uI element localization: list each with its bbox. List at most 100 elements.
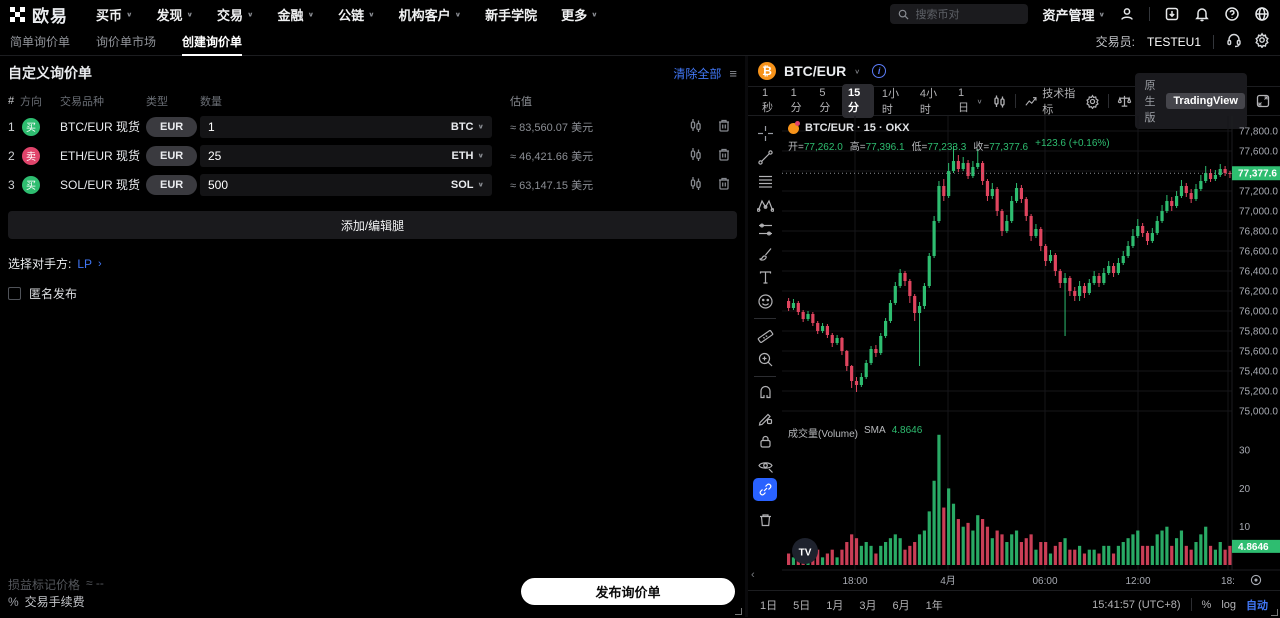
- nav-buy-crypto[interactable]: 买币 ∨: [96, 7, 133, 23]
- instrument-selector[interactable]: ETH/EUR 现货: [60, 149, 141, 163]
- hide-drawings-tool-icon[interactable]: [753, 454, 777, 477]
- nav-discover[interactable]: 发现 ∨: [156, 7, 194, 23]
- draw-mode-tool-icon[interactable]: [753, 406, 777, 429]
- chevron-right-icon: ›: [124, 149, 128, 162]
- amount-input[interactable]: 25 ETH ∨: [200, 144, 492, 167]
- delete-leg-icon[interactable]: [717, 176, 731, 194]
- high-label: 高=: [849, 142, 866, 153]
- add-edit-legs-button[interactable]: 添加/编辑腿: [8, 211, 737, 239]
- chart-style-candles-icon[interactable]: [991, 91, 1008, 111]
- candles-chart-icon[interactable]: [688, 147, 703, 165]
- candles-chart-icon[interactable]: [688, 118, 703, 136]
- crosshair-tool-icon[interactable]: [753, 122, 777, 145]
- pattern-tool-icon[interactable]: [753, 194, 777, 217]
- nav-trade[interactable]: 交易 ∨: [217, 7, 254, 23]
- leg-row: 2 卖 ETH/EUR 现货 › EUR 25 ETH ∨ ≈ 46,421.66…: [0, 141, 745, 170]
- delete-leg-icon[interactable]: [717, 118, 731, 136]
- candlestick-chart[interactable]: 77,800.077,600.077,400.077,200.077,000.0…: [782, 116, 1280, 590]
- support-icon[interactable]: [1226, 32, 1242, 51]
- search-input[interactable]: 搜索币对: [890, 4, 1029, 24]
- emoji-tool-icon[interactable]: [753, 290, 777, 313]
- symbol-selector[interactable]: BTC/EUR: [784, 63, 847, 79]
- currency-dropdown[interactable]: ETH ∨: [451, 149, 485, 162]
- legs-table-header: # 方向 交易品种 类型 数量 估值: [0, 90, 745, 112]
- okx-logo[interactable]: 欧易: [10, 2, 68, 27]
- timeframe-4h[interactable]: 4小时: [919, 88, 938, 116]
- brush-tool-icon[interactable]: [753, 242, 777, 265]
- range-1y[interactable]: 1年: [925, 599, 943, 612]
- type-pill[interactable]: EUR: [146, 116, 198, 137]
- notifications-icon[interactable]: [1194, 6, 1210, 22]
- timeframe-1h[interactable]: 1小时: [881, 88, 899, 116]
- position-tool-icon[interactable]: [753, 218, 777, 241]
- nav-academy[interactable]: 新手学院: [485, 7, 538, 23]
- tradingview-version-option[interactable]: TradingView: [1166, 93, 1245, 109]
- fee-label: 交易手续费: [24, 595, 85, 609]
- log-scale-toggle[interactable]: log: [1221, 598, 1236, 611]
- instrument-selector[interactable]: SOL/EUR 现货: [60, 178, 141, 192]
- native-version-option[interactable]: 原生版: [1144, 80, 1156, 124]
- settings-gear-icon[interactable]: [1254, 32, 1270, 51]
- indicators-button[interactable]: 技术指标: [1022, 85, 1082, 117]
- fullscreen-icon[interactable]: [1255, 91, 1272, 111]
- pnl-mark-price-label: 损益标记价格: [8, 578, 81, 592]
- legend-pair[interactable]: BTC/EUR · 15 · OKX: [805, 122, 910, 134]
- nav-more[interactable]: 更多 ∨: [561, 7, 598, 23]
- lock-tool-icon[interactable]: [753, 430, 777, 453]
- collapse-axis-icon[interactable]: ‹: [751, 569, 755, 581]
- language-globe-icon[interactable]: [1254, 6, 1270, 22]
- timeframe-1s[interactable]: 1秒: [762, 87, 773, 114]
- amount-input[interactable]: 1 BTC ∨: [200, 115, 492, 138]
- nav-chain[interactable]: 公链 ∨: [338, 7, 375, 23]
- trendline-tool-icon[interactable]: [753, 146, 777, 169]
- info-icon[interactable]: i: [872, 64, 887, 78]
- zoom-in-tool-icon[interactable]: [753, 348, 777, 371]
- range-6mo[interactable]: 6月: [892, 599, 910, 612]
- type-pill[interactable]: EUR: [146, 145, 198, 166]
- profile-icon[interactable]: [1119, 6, 1135, 22]
- counterparty-link[interactable]: LP: [77, 256, 93, 271]
- resize-corner[interactable]: [735, 608, 742, 615]
- nav-finance[interactable]: 金融 ∨: [277, 7, 315, 23]
- timeframe-1d[interactable]: 1日: [957, 87, 969, 114]
- timeframe-5m[interactable]: 5分: [819, 87, 831, 114]
- tab-simple-rfq[interactable]: 简单询价单: [10, 35, 71, 49]
- timeframe-1m[interactable]: 1分: [790, 87, 802, 114]
- range-3mo[interactable]: 3月: [859, 599, 877, 612]
- auto-scale-toggle[interactable]: 自动: [1246, 599, 1268, 612]
- nav-institutional[interactable]: 机构客户 ∨: [398, 7, 462, 23]
- clock[interactable]: 15:41:57 (UTC+8): [1092, 598, 1181, 611]
- range-1d[interactable]: 1日: [760, 599, 778, 612]
- tab-rfq-market[interactable]: 询价单市场: [96, 35, 157, 49]
- caret-down-icon: ∨: [976, 97, 983, 105]
- svg-text:TV: TV: [799, 548, 812, 559]
- sync-link-tool-icon[interactable]: [753, 478, 777, 501]
- asset-management-menu[interactable]: 资产管理 ∨: [1042, 7, 1105, 23]
- magnet-tool-icon[interactable]: [753, 382, 777, 405]
- delete-leg-icon[interactable]: [717, 147, 731, 165]
- download-app-icon[interactable]: [1164, 6, 1180, 22]
- anonymous-checkbox[interactable]: [8, 287, 21, 300]
- percent-scale-toggle[interactable]: %: [1201, 598, 1212, 611]
- compare-icon[interactable]: [1116, 91, 1133, 111]
- help-icon[interactable]: [1224, 6, 1240, 22]
- timeframe-15m[interactable]: 15分: [841, 84, 874, 118]
- panel-menu-icon[interactable]: ≡: [729, 65, 737, 81]
- ruler-tool-icon[interactable]: [753, 324, 777, 347]
- remove-drawings-tool-icon[interactable]: [753, 509, 777, 532]
- currency-dropdown[interactable]: SOL ∨: [450, 178, 484, 191]
- tab-create-rfq[interactable]: 创建询价单: [182, 28, 243, 56]
- chart-settings-gear-icon[interactable]: [1084, 91, 1101, 111]
- text-tool-icon[interactable]: [753, 266, 777, 289]
- range-1mo[interactable]: 1月: [826, 599, 844, 612]
- resize-corner[interactable]: [1271, 609, 1278, 616]
- fib-retracement-tool-icon[interactable]: [753, 170, 777, 193]
- clear-all-link[interactable]: 清除全部: [673, 66, 722, 81]
- type-pill[interactable]: EUR: [146, 174, 198, 195]
- candles-chart-icon[interactable]: [688, 176, 703, 194]
- range-5d[interactable]: 5日: [793, 599, 811, 612]
- publish-rfq-button[interactable]: 发布询价单: [521, 578, 735, 605]
- instrument-selector[interactable]: BTC/EUR 现货: [60, 120, 141, 134]
- amount-input[interactable]: 500 SOL ∨: [200, 173, 492, 196]
- currency-dropdown[interactable]: BTC ∨: [450, 120, 484, 133]
